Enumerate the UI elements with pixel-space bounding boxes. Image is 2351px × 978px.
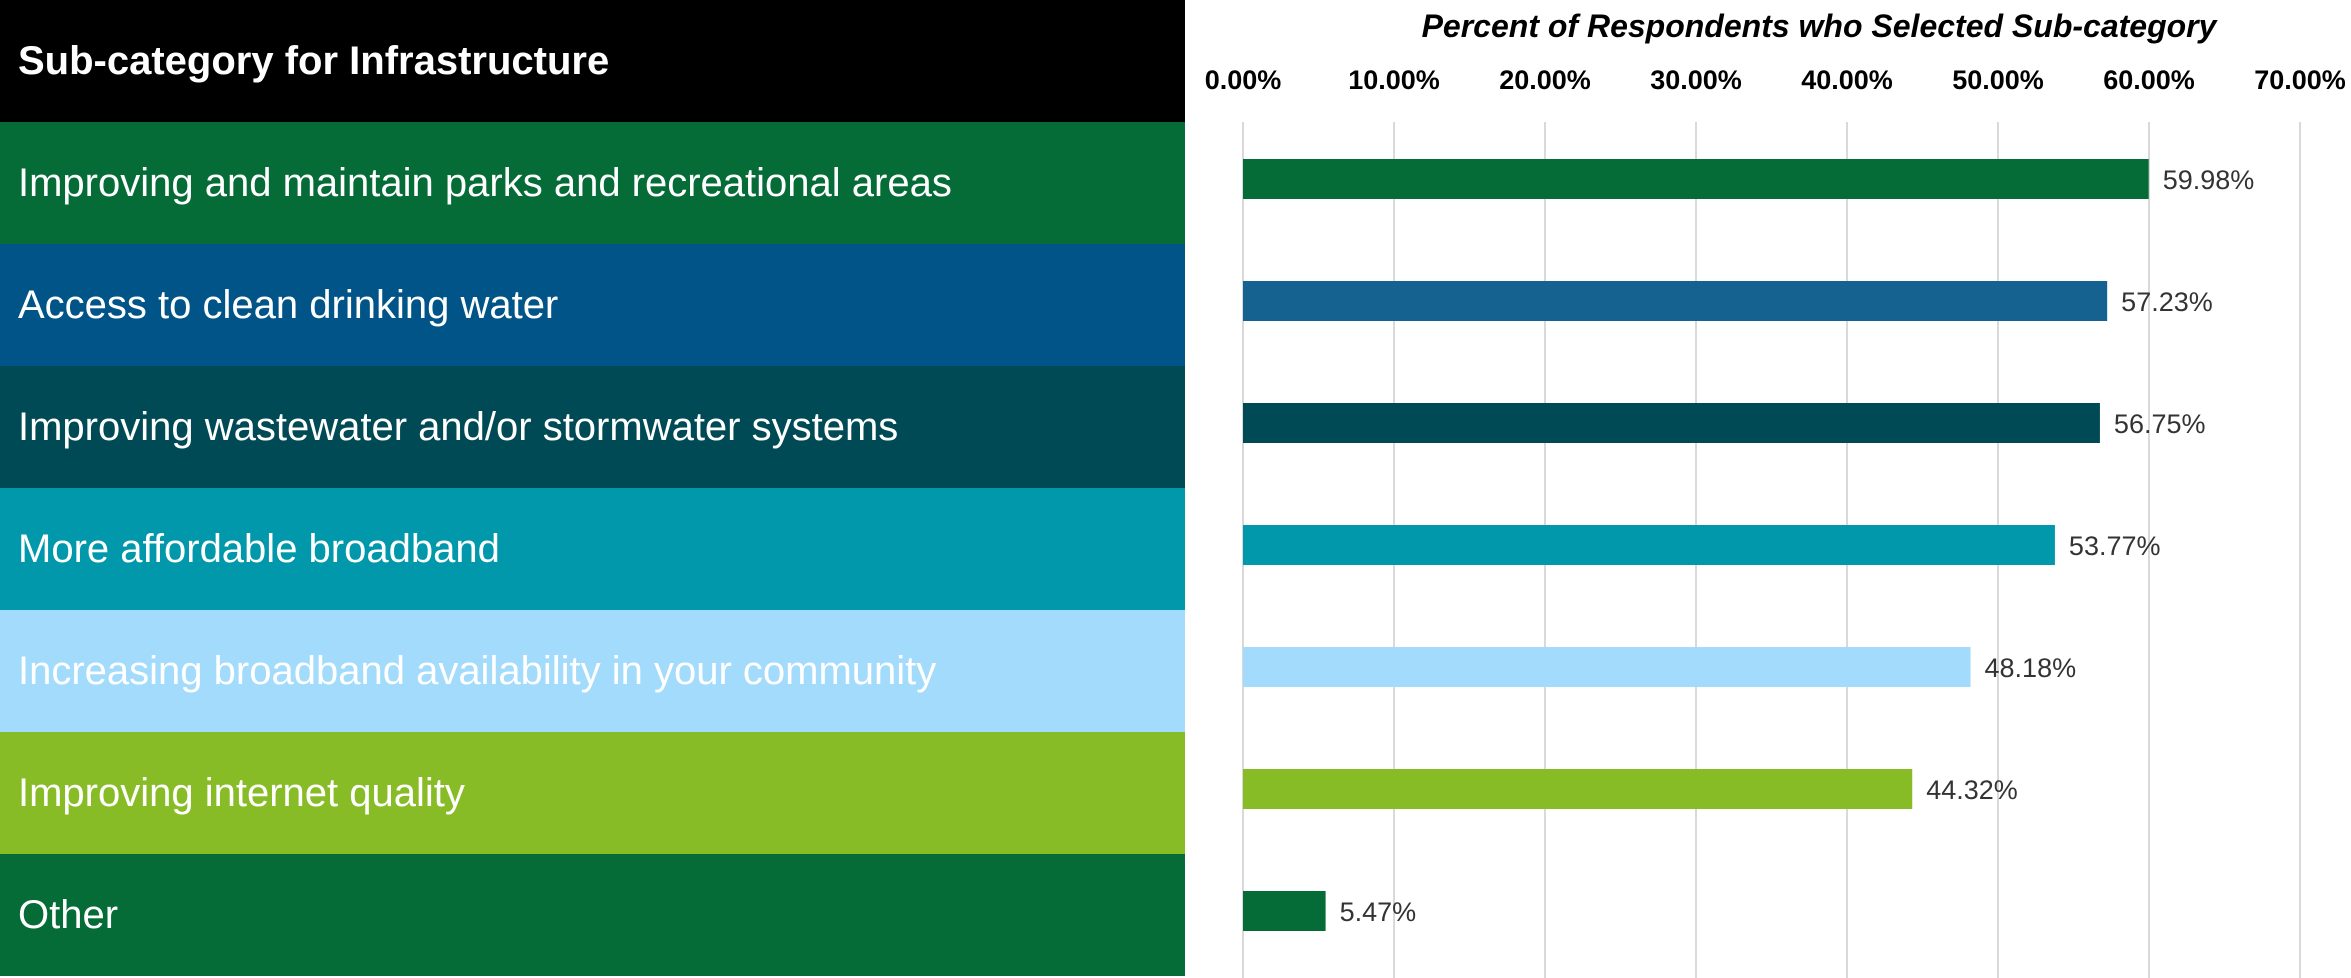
x-tick-label: 70.00% — [2254, 65, 2346, 95]
x-tick-label: 60.00% — [2103, 65, 2195, 95]
bar — [1243, 769, 1913, 809]
data-label: 5.47% — [1340, 897, 1417, 927]
axis-title: Percent of Respondents who Selected Sub-… — [1422, 8, 2219, 44]
bar — [1243, 647, 1971, 687]
x-tick-label: 0.00% — [1205, 65, 1282, 95]
bar — [1243, 891, 1326, 931]
x-tick-label: 50.00% — [1952, 65, 2044, 95]
table-row: Improving internet quality — [0, 732, 1185, 854]
table-header: Sub-category for Infrastructure — [0, 0, 1185, 122]
data-label: 53.77% — [2069, 531, 2161, 561]
table-row: Improving and maintain parks and recreat… — [0, 122, 1185, 244]
x-tick-label: 10.00% — [1348, 65, 1440, 95]
x-tick-label: 40.00% — [1801, 65, 1893, 95]
bar — [1243, 281, 2108, 321]
data-label: 59.98% — [2163, 165, 2255, 195]
x-tick-label: 30.00% — [1650, 65, 1742, 95]
data-label: 44.32% — [1926, 775, 2018, 805]
bar — [1243, 525, 2055, 565]
table-row: Access to clean drinking water — [0, 244, 1185, 366]
data-label: 48.18% — [1985, 653, 2077, 683]
category-table: Sub-category for Infrastructure Improvin… — [0, 0, 1185, 976]
x-tick-label: 20.00% — [1499, 65, 1591, 95]
table-row: Other — [0, 854, 1185, 976]
table-row: Improving wastewater and/or stormwater s… — [0, 366, 1185, 488]
bar — [1243, 403, 2100, 443]
table-row: More affordable broadband — [0, 488, 1185, 610]
bar — [1243, 159, 2149, 199]
data-label: 56.75% — [2114, 409, 2206, 439]
table-row: Increasing broadband availability in you… — [0, 610, 1185, 732]
data-label: 57.23% — [2121, 287, 2213, 317]
